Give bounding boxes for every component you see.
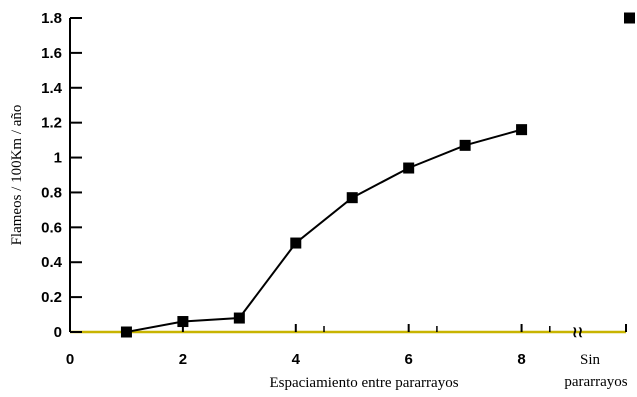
y-tick-label: 1.6: [41, 45, 62, 62]
x-tick-label: 8: [517, 351, 525, 368]
data-point-marker: [120, 326, 132, 338]
no-arrester-point-marker: [624, 12, 635, 24]
data-point-marker: [516, 124, 528, 136]
x-tick-label: 4: [292, 351, 301, 368]
extra-x-label-line2: pararrayos: [564, 374, 627, 390]
axis-break-symbol: ≀≀: [572, 324, 583, 341]
extra-x-label-line1: Sin: [580, 352, 601, 368]
x-axis-ticks: 0 2 4 6 8: [66, 324, 627, 368]
series-line: [126, 128, 522, 333]
data-point-marker: [346, 192, 358, 204]
data-point-marker: [177, 316, 189, 328]
y-tick-label: 0.8: [41, 184, 62, 201]
x-tick-label: 2: [179, 351, 187, 368]
y-tick-label: 0: [54, 324, 62, 341]
x-tick-label: 6: [405, 351, 413, 368]
y-axis-label: Flameos / 100Km / año: [9, 105, 25, 246]
x-axis-label: Espaciamiento entre pararrayos: [269, 375, 458, 391]
y-tick-label: 0.2: [41, 289, 62, 306]
y-axis-ticks: 0 0.2 0.4 0.6 0.8 1 1.2 1.4 1.6 1.8: [41, 10, 82, 341]
y-tick-label: 1.2: [41, 115, 62, 132]
data-point-marker: [233, 312, 245, 324]
y-tick-label: 0.4: [41, 254, 63, 271]
data-point-marker: [290, 237, 302, 249]
y-tick-label: 1: [54, 150, 62, 167]
data-point-marker: [403, 162, 415, 174]
y-tick-label: 0.6: [41, 219, 62, 236]
y-tick-label: 1.8: [41, 10, 62, 27]
x-tick-label: 0: [66, 351, 74, 368]
series-group: [120, 12, 635, 338]
y-tick-label: 1.4: [41, 80, 63, 97]
data-point-marker: [459, 139, 471, 151]
